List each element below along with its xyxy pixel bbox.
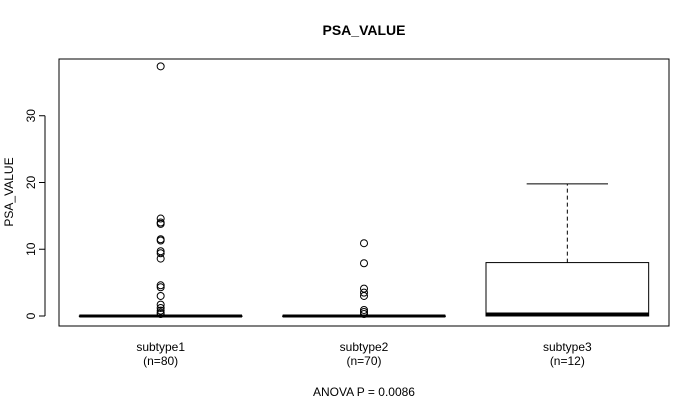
x-tick-label: subtype2: [340, 340, 389, 354]
outlier-point: [156, 281, 165, 290]
outlier-point: [156, 214, 165, 223]
y-tick-label: 0: [24, 312, 38, 319]
x-count-label: (n=12): [550, 354, 585, 368]
boxes-group: [78, 62, 650, 318]
outlier-point: [156, 309, 165, 318]
outlier-point: [156, 291, 165, 300]
x-tick-label: subtype1: [136, 340, 185, 354]
box-rect: [485, 262, 650, 317]
x-count-label: (n=80): [143, 354, 178, 368]
y-tick-label: 20: [24, 175, 38, 189]
anova-footer: ANOVA P = 0.0086: [313, 385, 415, 399]
outlier-point: [360, 305, 368, 314]
box-subtype1: [78, 62, 243, 318]
y-axis: 0 10 20 30: [24, 109, 46, 319]
plot-area-frame: [58, 58, 670, 327]
outlier-point: [360, 259, 368, 268]
outlier-point: [360, 291, 368, 300]
y-tick-label: 10: [24, 242, 38, 256]
outlier-point: [156, 62, 165, 71]
outlier-point: [156, 300, 165, 309]
outlier-point: [156, 306, 165, 315]
y-axis-label: PSA_VALUE: [2, 157, 16, 226]
outlier-point: [156, 254, 165, 263]
x-axis-labels: subtype1(n=80) subtype2(n=70) subtype3(n=1…: [136, 340, 592, 368]
chart-title: PSA_VALUE: [323, 22, 406, 38]
box-subtype2: [282, 239, 446, 318]
outlier-point: [156, 303, 165, 312]
box-subtype3: [485, 183, 650, 317]
outlier-point: [360, 309, 368, 318]
outlier-point: [360, 239, 368, 248]
outlier-point: [156, 219, 165, 228]
outlier-point: [360, 307, 368, 316]
outlier-point: [156, 236, 165, 245]
outlier-point: [156, 249, 165, 258]
outlier-point: [156, 283, 165, 292]
x-count-label: (n=70): [346, 354, 381, 368]
outlier-point: [360, 284, 368, 293]
x-tick-label: subtype3: [543, 340, 592, 354]
outlier-point: [360, 288, 368, 297]
y-tick-label: 30: [24, 109, 38, 123]
